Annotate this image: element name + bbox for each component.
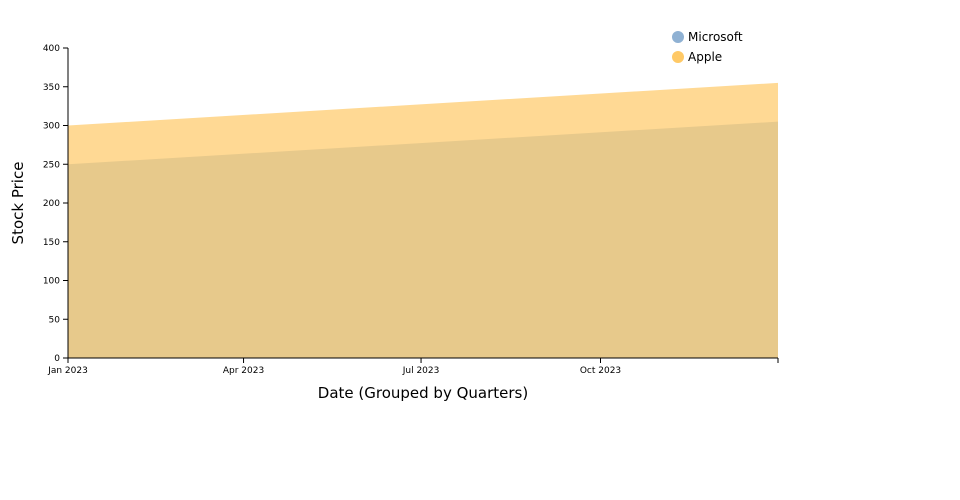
legend-label: Microsoft xyxy=(688,30,743,44)
x-tick-label: Oct 2023 xyxy=(580,366,621,376)
y-tick-label: 50 xyxy=(49,315,61,325)
y-tick-label: 350 xyxy=(43,83,60,93)
y-tick-label: 150 xyxy=(43,238,60,248)
y-tick-label: 300 xyxy=(43,122,60,132)
x-tick-label: Apr 2023 xyxy=(223,366,264,376)
y-axis-title: Stock Price xyxy=(9,162,27,245)
area-series-1 xyxy=(68,82,778,358)
y-tick-label: 200 xyxy=(43,199,60,209)
y-tick-label: 0 xyxy=(54,354,60,364)
x-axis: Jan 2023 Apr 2023 Jul 2023 Oct 2023 xyxy=(47,357,779,376)
legend-swatch xyxy=(672,31,684,43)
x-tick-label: Jan 2023 xyxy=(47,366,88,376)
y-tick-label: 250 xyxy=(43,160,60,170)
series-areas xyxy=(68,82,778,358)
legend-swatch xyxy=(672,51,684,63)
y-tick-label: 400 xyxy=(43,44,60,54)
y-axis: 0 50 100 150 200 250 300 350 400 xyxy=(43,44,69,364)
y-tick-label: 100 xyxy=(43,277,60,287)
x-tick-label: Jul 2023 xyxy=(402,366,440,376)
legend: Microsoft Apple xyxy=(672,30,743,64)
x-axis-title: Date (Grouped by Quarters) xyxy=(318,384,528,402)
legend-label: Apple xyxy=(688,50,722,64)
